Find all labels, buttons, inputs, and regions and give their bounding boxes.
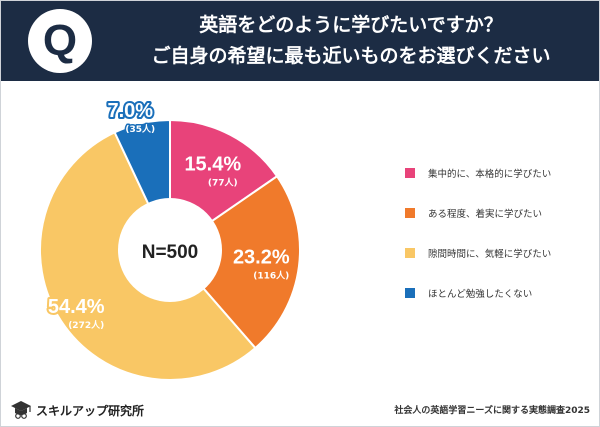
slice-percent-label: 15.4%: [184, 154, 241, 176]
slice-count-label: (272人): [68, 319, 104, 331]
legend-item: 集中的に、本格的に学びたい: [405, 166, 551, 180]
legend-label: ほとんど勉強したくない: [428, 289, 533, 300]
title-line-1: 英語をどのように学びたいですか？: [199, 14, 503, 36]
donut-hole: [118, 198, 222, 302]
legend-label: ある程度、着実に学びたい: [428, 209, 543, 220]
legend-swatch: [405, 208, 415, 218]
slice-percent-label: 54.4%: [48, 296, 105, 318]
legend-swatch: [405, 288, 415, 298]
slice-percent-label: 23.2%: [233, 247, 290, 269]
slice-count-label: (77人): [208, 177, 238, 189]
brand-logo: スキルアップ研究所: [10, 400, 144, 420]
title-line-2: ご自身の希望に最も近いものをお選びください: [151, 45, 551, 67]
question-header: Q 英語をどのように学びたいですか？ ご自身の希望に最も近いものをお選びください: [1, 1, 599, 81]
slice-percent-label: 7.0%: [108, 100, 154, 122]
legend-item: 隙間時間に、気軽に学びたい: [405, 246, 551, 260]
legend-swatch: [405, 248, 415, 258]
brand-name: スキルアップ研究所: [36, 403, 145, 418]
source-note: 社会人の英語学習ニーズに関する実態調査2025: [394, 406, 590, 416]
legend-item: ほとんど勉強したくない: [405, 286, 532, 300]
pie-slice: [168, 174, 301, 350]
question-title: 英語をどのように学びたいですか？ ご自身の希望に最も近いものをお選びください: [106, 10, 596, 72]
slice-count-label: (116人): [253, 270, 289, 282]
question-badge: Q: [28, 9, 92, 73]
legend-item: ある程度、着実に学びたい: [405, 206, 542, 220]
center-label: N=500: [142, 242, 199, 263]
legend-swatch: [405, 168, 415, 178]
donut-chart: N=500 15.4%(77人) 23.2%(116人) 54.4%(272人) 7.…: [39, 98, 301, 381]
legend-label: 集中的に、本格的に学びたい: [428, 169, 552, 180]
graduation-cap-icon: [11, 401, 31, 419]
slice-count-label: (35人): [125, 123, 155, 135]
legend-label: 隙間時間に、気軽に学びたい: [428, 249, 552, 260]
slice-labels: 15.4%(77人) 23.2%(116人) 54.4%(272人) 7.0%(35人…: [46, 98, 292, 333]
